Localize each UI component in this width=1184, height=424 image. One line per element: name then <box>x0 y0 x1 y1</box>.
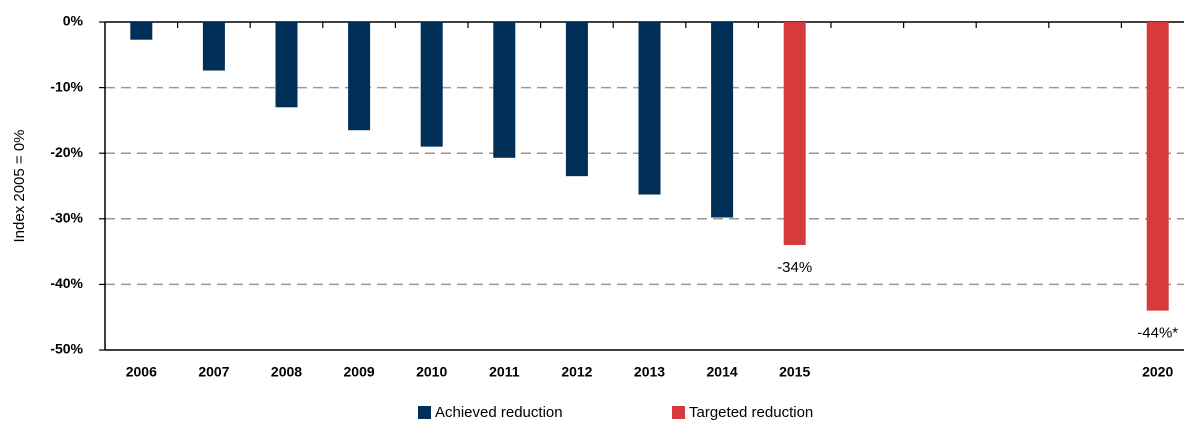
x-tick-label: 2008 <box>271 364 302 380</box>
x-tick-label: 2014 <box>707 364 738 380</box>
bar <box>1146 22 1169 311</box>
x-tick-label: 2020 <box>1142 364 1173 380</box>
bar <box>638 22 661 195</box>
data-label: -34% <box>777 259 812 276</box>
bar <box>493 22 516 158</box>
legend-label: Targeted reduction <box>689 404 813 421</box>
bar <box>348 22 371 131</box>
bar <box>711 22 734 218</box>
y-tick-label: -30% <box>50 210 83 226</box>
bar <box>202 22 225 71</box>
y-tick-label: -20% <box>50 144 83 160</box>
legend-swatch <box>418 406 431 419</box>
bar <box>783 22 806 246</box>
bar <box>565 22 588 177</box>
y-axis-label: Index 2005 = 0% <box>11 129 28 242</box>
x-tick-label: 2010 <box>416 364 447 380</box>
bar <box>420 22 443 147</box>
x-tick-label: 2011 <box>489 364 520 380</box>
x-tick-label: 2007 <box>198 364 229 380</box>
data-label: -44%* <box>1137 325 1178 342</box>
bar <box>130 22 153 40</box>
y-tick-label: -10% <box>50 78 83 94</box>
x-tick-label: 2015 <box>779 364 810 380</box>
y-tick-label: -40% <box>50 275 83 291</box>
x-tick-label: 2009 <box>344 364 375 380</box>
y-tick-label: 0% <box>63 13 84 29</box>
legend-label: Achieved reduction <box>435 404 563 421</box>
x-tick-label: 2013 <box>634 364 665 380</box>
x-tick-label: 2012 <box>561 364 592 380</box>
y-tick-label: -50% <box>50 341 83 357</box>
bar <box>275 22 298 108</box>
x-tick-label: 2006 <box>126 364 157 380</box>
legend-swatch <box>672 406 685 419</box>
